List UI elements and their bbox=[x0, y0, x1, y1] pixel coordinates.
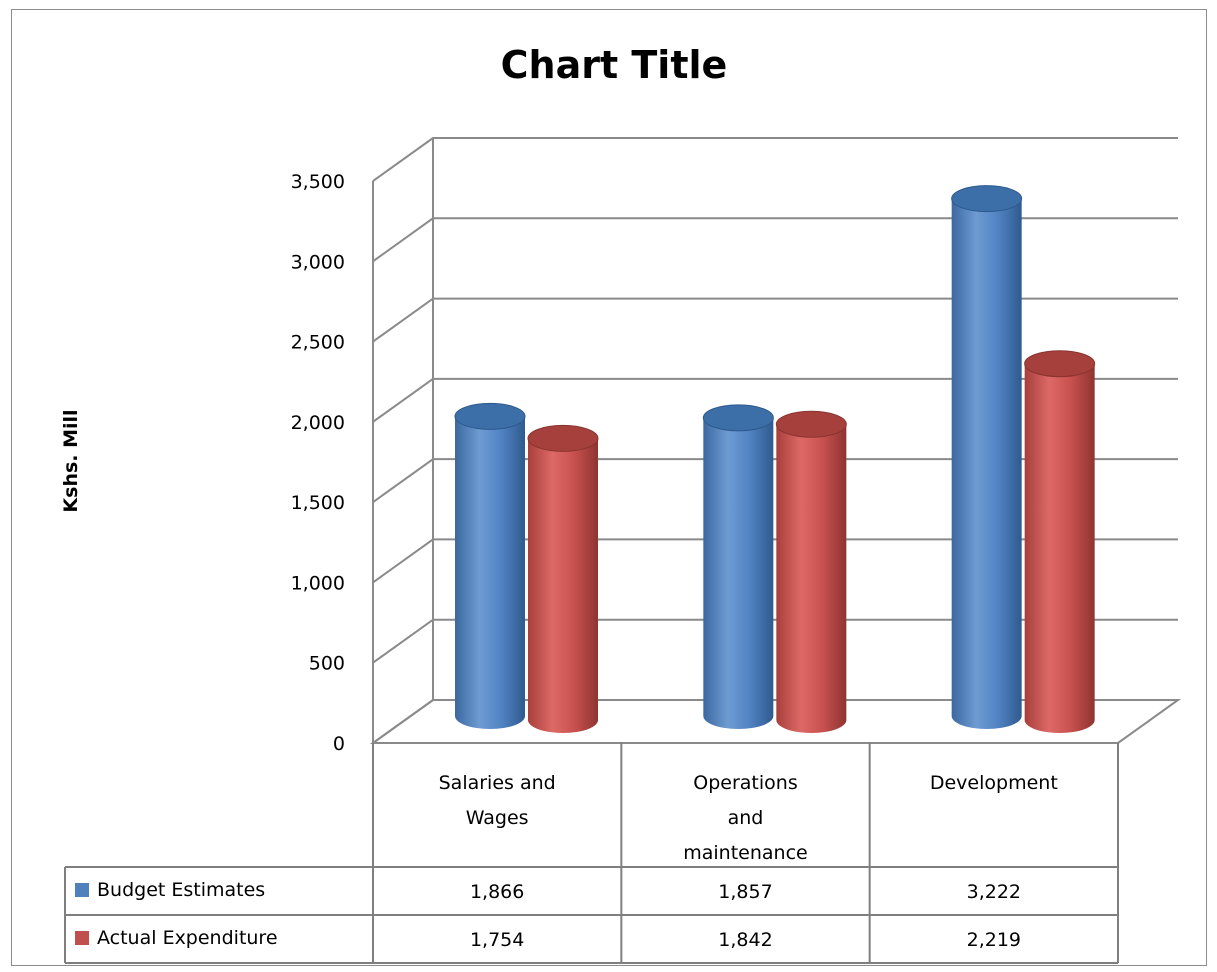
y-tick-label: 1,500 bbox=[291, 492, 345, 514]
category-label: and bbox=[728, 807, 764, 829]
y-tick-label: 2,500 bbox=[291, 332, 345, 354]
y-tick-label: 2,000 bbox=[291, 412, 345, 434]
gridline bbox=[372, 297, 1178, 343]
bars bbox=[454, 185, 1096, 733]
bar-budget-estimates-1 bbox=[702, 404, 774, 729]
y-tick-label: 3,500 bbox=[291, 171, 345, 193]
gridline bbox=[372, 217, 1178, 263]
bar-actual-expenditure-2 bbox=[1024, 350, 1096, 733]
gridline bbox=[372, 137, 1178, 182]
category-label: Development bbox=[930, 772, 1058, 794]
bar-actual-expenditure-0 bbox=[527, 424, 599, 733]
table-value: 1,866 bbox=[470, 881, 524, 903]
bar-budget-estimates-2 bbox=[951, 185, 1023, 729]
y-tick-label: 1,000 bbox=[291, 572, 345, 594]
data-table: Salaries and Wages Operations and maintenanc… bbox=[64, 743, 1119, 964]
category-label: Salaries and bbox=[439, 772, 556, 794]
legend-key bbox=[75, 931, 89, 945]
table-value: 1,754 bbox=[470, 929, 524, 951]
chart-title: Chart Title bbox=[501, 43, 728, 87]
category-label: Wages bbox=[466, 807, 529, 829]
legend-label: Actual Expenditure bbox=[97, 927, 278, 949]
table-value: 1,842 bbox=[718, 929, 772, 951]
y-tick-label: 3,000 bbox=[291, 251, 345, 273]
y-tick-label: 0 bbox=[333, 733, 345, 755]
chart-walls bbox=[369, 137, 1182, 744]
legend-key bbox=[75, 883, 89, 897]
category-label: Operations bbox=[693, 772, 797, 794]
legend-label: Budget Estimates bbox=[97, 879, 265, 901]
y-axis-label: Kshs. Mill bbox=[60, 409, 82, 512]
table-value: 3,222 bbox=[967, 881, 1021, 903]
y-tick-labels: 0 500 1,000 1,500 2,000 2,500 3,000 3,500 bbox=[291, 171, 345, 755]
bar-actual-expenditure-1 bbox=[775, 410, 847, 733]
category-label: maintenance bbox=[683, 842, 807, 864]
y-tick-label: 500 bbox=[309, 653, 345, 675]
bar-budget-estimates-0 bbox=[454, 402, 526, 729]
table-value: 1,857 bbox=[718, 881, 772, 903]
table-value: 2,219 bbox=[967, 929, 1021, 951]
